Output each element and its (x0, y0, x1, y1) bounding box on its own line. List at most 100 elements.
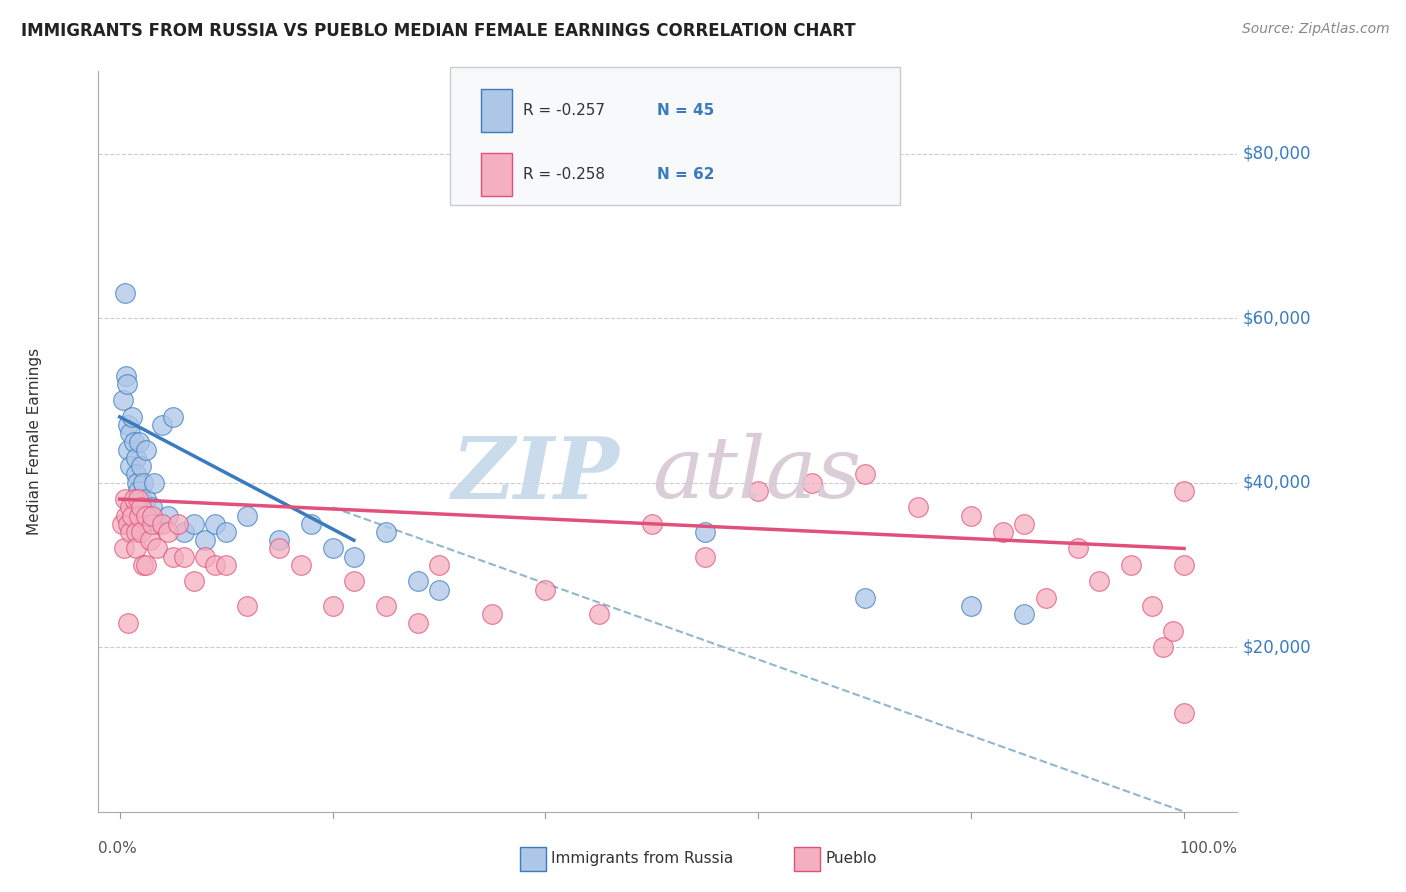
Point (269, 533, 291, 548)
Point (343, 574, 366, 589)
Text: $40,000: $40,000 (1243, 474, 1312, 491)
Point (269, 541, 291, 556)
Point (322, 599, 344, 613)
Text: Pueblo: Pueblo (825, 852, 877, 866)
Point (1173, 483, 1195, 498)
Point (1014, 607, 1036, 622)
Point (853, 467, 876, 482)
Point (141, 500, 163, 515)
Point (167, 516, 190, 531)
Point (111, 516, 134, 531)
Point (406, 615, 429, 630)
Point (117, 516, 139, 531)
Point (138, 533, 160, 548)
Point (693, 524, 716, 539)
Point (215, 558, 238, 572)
Point (960, 599, 983, 613)
Point (236, 599, 259, 613)
Point (127, 492, 149, 507)
Point (117, 442, 139, 457)
Point (115, 368, 138, 383)
Point (1066, 541, 1088, 556)
Point (122, 492, 145, 507)
Point (129, 459, 152, 474)
Point (173, 549, 195, 564)
Text: ZIP: ZIP (453, 433, 620, 516)
Point (121, 508, 143, 523)
Point (183, 574, 205, 589)
Point (907, 500, 929, 515)
Point (194, 549, 217, 564)
Point (135, 558, 157, 572)
Text: N = 62: N = 62 (657, 168, 714, 182)
Point (374, 524, 396, 539)
Point (114, 286, 136, 301)
Point (120, 524, 142, 539)
Point (124, 450, 146, 465)
Point (129, 492, 152, 507)
Point (156, 524, 179, 539)
Point (374, 599, 396, 613)
Text: Median Female Earnings: Median Female Earnings (27, 348, 42, 535)
Text: N = 45: N = 45 (657, 103, 714, 118)
Text: atlas: atlas (652, 434, 860, 516)
Point (135, 492, 157, 507)
Point (534, 582, 557, 597)
Point (150, 516, 173, 531)
Point (141, 516, 163, 531)
Point (1014, 516, 1036, 531)
Point (800, 475, 823, 490)
Text: $80,000: $80,000 (1243, 145, 1312, 162)
Point (121, 409, 143, 424)
Point (194, 533, 217, 548)
Point (128, 434, 150, 449)
Text: $20,000: $20,000 (1243, 638, 1312, 657)
Point (114, 492, 136, 507)
Point (111, 393, 134, 408)
Point (1119, 558, 1142, 572)
Point (173, 524, 195, 539)
Point (150, 418, 173, 433)
Point (134, 516, 156, 531)
Text: Immigrants from Russia: Immigrants from Russia (551, 852, 734, 866)
Point (588, 607, 610, 622)
Point (120, 459, 142, 474)
Point (641, 516, 664, 531)
Point (124, 541, 146, 556)
Point (204, 516, 226, 531)
Point (1088, 574, 1111, 589)
Point (120, 500, 142, 515)
Text: 0.0%: 0.0% (98, 840, 138, 855)
Text: $60,000: $60,000 (1243, 310, 1312, 327)
Point (215, 524, 238, 539)
Point (127, 483, 149, 498)
Point (853, 591, 876, 605)
Text: R = -0.258: R = -0.258 (523, 168, 605, 182)
Point (128, 508, 150, 523)
Point (129, 524, 152, 539)
Point (115, 508, 138, 523)
Text: 100.0%: 100.0% (1180, 840, 1237, 855)
Point (693, 549, 716, 564)
Point (343, 549, 366, 564)
Text: R = -0.257: R = -0.257 (523, 103, 605, 118)
Point (481, 607, 503, 622)
Text: Source: ZipAtlas.com: Source: ZipAtlas.com (1241, 22, 1389, 37)
Point (115, 376, 138, 391)
Point (1163, 624, 1185, 638)
Point (135, 508, 157, 523)
Point (146, 516, 169, 531)
Point (427, 582, 450, 597)
Point (1173, 706, 1195, 720)
Point (125, 475, 148, 490)
Point (142, 475, 165, 490)
Point (135, 442, 157, 457)
Point (141, 508, 163, 523)
Point (1173, 558, 1195, 572)
Point (960, 508, 983, 523)
Point (204, 558, 226, 572)
Point (124, 524, 146, 539)
Point (406, 574, 429, 589)
Point (299, 516, 322, 531)
Point (156, 508, 179, 523)
